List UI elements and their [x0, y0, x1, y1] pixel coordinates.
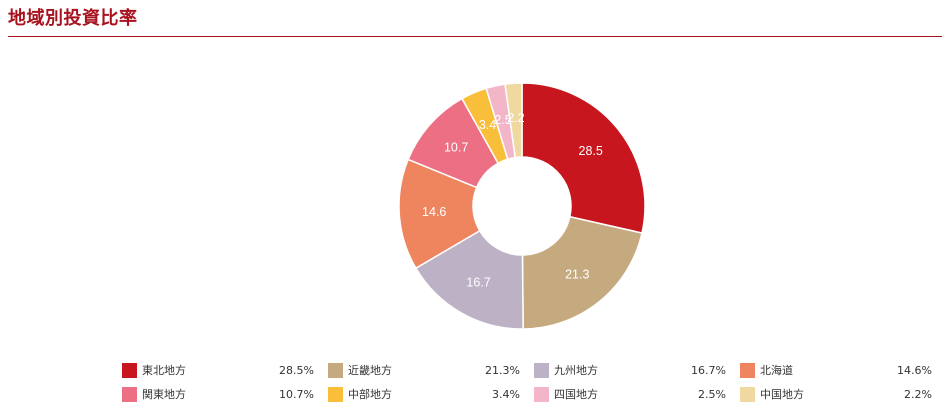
legend-label: 関東地方 [142, 388, 186, 401]
legend-item: 中国地方 2.2% [740, 386, 932, 402]
slice-data-label: 28.5 [579, 144, 603, 158]
legend-item: 近畿地方 21.3% [328, 362, 520, 378]
chart-legend: 東北地方 28.5% 近畿地方 21.3% 九州地方 16.7% 北海道 14.6% 関東地方 1… [122, 362, 932, 402]
legend-value: 28.5% [279, 363, 314, 377]
legend-value: 21.3% [485, 363, 520, 377]
donut-slice [504, 82, 523, 159]
slice-data-label: 2.2 [507, 111, 524, 125]
slice-data-label: 3.4 [479, 118, 496, 132]
legend-item: 関東地方 10.7% [122, 386, 314, 402]
slice-data-label: 14.6 [422, 205, 446, 219]
legend-item: 九州地方 16.7% [534, 362, 726, 378]
legend-item: 中部地方 3.4% [328, 386, 520, 402]
legend-swatch [740, 362, 755, 378]
legend-value: 2.5% [698, 387, 726, 401]
legend-swatch [534, 362, 549, 378]
donut-slice [521, 215, 643, 330]
legend-value: 2.2% [904, 387, 932, 401]
legend-swatch [534, 386, 549, 402]
legend-swatch [328, 362, 343, 378]
donut-slice [521, 82, 646, 234]
donut-slice [414, 229, 524, 330]
legend-item: 四国地方 2.5% [534, 386, 726, 402]
slice-data-label: 10.7 [444, 141, 468, 155]
slice-data-label: 2.5 [494, 113, 511, 127]
legend-label: 中国地方 [760, 388, 804, 401]
legend-label: 近畿地方 [348, 364, 392, 377]
legend-item: 北海道 14.6% [740, 362, 932, 378]
slice-data-label: 21.3 [565, 267, 589, 281]
legend-swatch [122, 386, 137, 402]
legend-value: 14.6% [897, 363, 932, 377]
legend-item: 東北地方 28.5% [122, 362, 314, 378]
chart-title: 地域別投資比率 [8, 8, 138, 29]
slice-data-label: 16.7 [466, 276, 490, 290]
legend-label: 北海道 [760, 364, 793, 377]
legend-swatch [328, 386, 343, 402]
legend-swatch [740, 386, 755, 402]
legend-label: 東北地方 [142, 364, 186, 377]
legend-label: 九州地方 [554, 364, 598, 377]
chart-header: 地域別投資比率 [8, 0, 942, 37]
legend-value: 16.7% [691, 363, 726, 377]
legend-swatch [122, 362, 137, 378]
legend-label: 四国地方 [554, 388, 598, 401]
legend-value: 3.4% [492, 387, 520, 401]
legend-value: 10.7% [279, 387, 314, 401]
legend-label: 中部地方 [348, 388, 392, 401]
donut-slice [398, 158, 481, 270]
